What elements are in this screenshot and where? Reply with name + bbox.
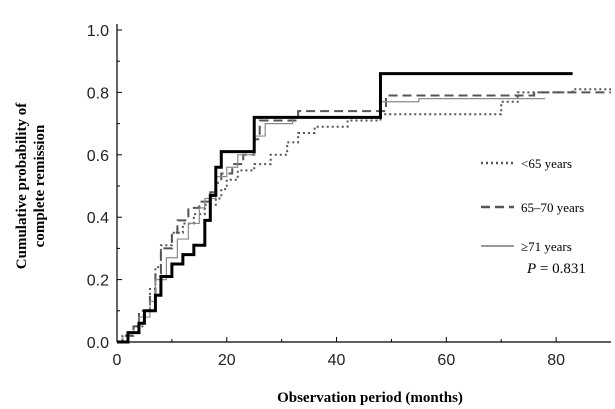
y-axis-title-line-2: complete remission (32, 124, 48, 247)
y-tick-label: 0.0 (87, 335, 109, 352)
x-tick-label: 20 (218, 352, 236, 369)
series-lines (117, 72, 611, 344)
x-tick-label: 60 (437, 352, 455, 369)
series-line-solid-thick (117, 72, 573, 344)
y-ticks: 0.0 0.2 0.4 0.6 0.8 1.0 (87, 23, 122, 352)
y-tick-label: 0.6 (87, 148, 109, 165)
x-axis-title: Observation period (months) (277, 390, 463, 406)
legend: <65 years 65–70 years ≥71 years (481, 156, 584, 254)
legend-label: 65–70 years (521, 200, 584, 215)
x-tick-label: 80 (547, 352, 565, 369)
p-value-annotation: P = 0.831 (526, 261, 586, 277)
y-tick-label: 0.8 (87, 85, 109, 102)
y-axis-title-line-1: Cumulative probability of (14, 102, 30, 269)
x-tick-label: 40 (328, 352, 346, 369)
p-value-symbol: P (526, 261, 536, 277)
axes (116, 24, 611, 343)
legend-label: <65 years (521, 156, 572, 171)
series-line-dashed (117, 91, 611, 343)
series-line-dotted (117, 88, 611, 343)
y-axis-title: Cumulative probability of complete remis… (14, 102, 48, 269)
p-value-text: = 0.831 (536, 261, 586, 277)
y-tick-label: 1.0 (87, 23, 109, 40)
series-line-solid-thin (117, 98, 546, 343)
legend-label: ≥71 years (521, 239, 572, 254)
x-tick-label: 0 (113, 352, 122, 369)
y-tick-label: 0.4 (87, 210, 109, 227)
y-tick-label: 0.2 (87, 273, 109, 290)
x-ticks: 0 20 40 60 80 (113, 337, 565, 369)
